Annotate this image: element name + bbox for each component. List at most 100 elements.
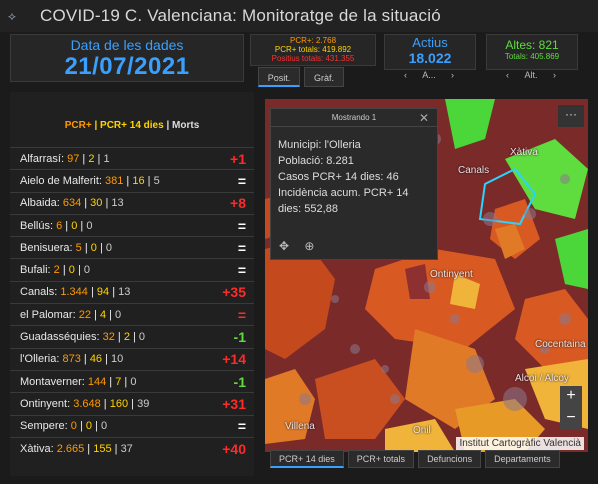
title-bar: ⟡ COVID-19 C. Valenciana: Monitoratge de… (0, 0, 598, 32)
separator: : (47, 264, 54, 277)
list-item[interactable]: Albaida: 634 | 30 | 13 +8 (10, 191, 254, 214)
list-item[interactable]: Canals: 1.344 | 94 | 13 +35 (10, 280, 254, 303)
delta-badge: +31 (222, 395, 246, 412)
pcr-value: 381 (105, 174, 124, 187)
map-menu-button[interactable]: ··· (558, 105, 584, 127)
separator: : (49, 219, 57, 232)
map-label: Cocentaina (535, 339, 586, 350)
pcr-value: 5 (75, 241, 82, 254)
pcr14-value: 30 (90, 197, 103, 210)
active-label: Actius (412, 35, 448, 50)
zoom-out-button[interactable]: − (560, 408, 582, 430)
municipality-name: Sempere (20, 420, 65, 433)
separator: | (77, 219, 87, 232)
active-stepper-label: A... (422, 70, 436, 80)
separator: | (84, 442, 94, 455)
discharges-stepper-label: Alt. (524, 70, 538, 80)
separator: | (106, 308, 116, 321)
chevron-left-icon[interactable]: ‹ (506, 70, 509, 80)
popup-tools: ✥ ⊕ (279, 239, 326, 253)
separator: | (76, 420, 86, 433)
municipality-name: l'Olleria (20, 353, 57, 366)
pcr14-value: 2 (123, 331, 130, 344)
list-header: PCR+ | PCR+ 14 dies | Morts (10, 92, 254, 142)
positives-total: Positius totals: 431.355 (271, 54, 355, 63)
delta-badge: = (237, 217, 246, 234)
header-sep: | (91, 120, 101, 131)
separator: | (62, 219, 72, 232)
separator: | (92, 420, 101, 433)
list-item[interactable]: Sempere: 0 | 0 | 0 = (10, 414, 254, 437)
list-item[interactable]: Montaverner: 144 | 7 | 0 -1 (10, 369, 254, 392)
header-pcr: PCR+ (64, 120, 92, 131)
map-label: Villena (285, 421, 315, 432)
tab-posit[interactable]: Posit. (258, 67, 300, 87)
separator: : (50, 442, 57, 455)
header-pcr14: PCR+ 14 dies (100, 120, 164, 131)
discharges-panel: Altes: 821 Totals: 405.869 (486, 34, 578, 70)
header-deaths: Morts (172, 120, 200, 131)
pcr-value: 3.648 (73, 397, 101, 410)
deaths-value: 0 (138, 331, 146, 344)
list-item[interactable]: el Palomar: 22 | 4 | 0 = (10, 303, 254, 325)
deaths-value: 0 (130, 375, 137, 388)
municipality-name: Ontinyent (20, 397, 68, 410)
popup-body: Municipi: l'Olleria Població: 8.281 Caso… (271, 127, 437, 217)
separator: : (64, 420, 71, 433)
municipality-name: Guadasséquies (20, 331, 97, 344)
zoom-in-button[interactable]: + (560, 386, 582, 408)
deaths-value: 13 (118, 286, 131, 299)
separator: : (60, 152, 68, 165)
delta-badge: +35 (222, 284, 246, 301)
pcr14-value: 0 (68, 264, 75, 277)
separator: : (72, 308, 79, 321)
discharges-stepper[interactable]: ‹ Alt. › (500, 66, 562, 84)
tab-pcr14[interactable]: PCR+ 14 dies (270, 450, 344, 468)
active-stepper[interactable]: ‹ A... › (398, 66, 460, 84)
list-item-text: Bellús: 6 | 0 | 0 (20, 220, 92, 232)
delta-badge: = (237, 418, 246, 435)
list-item[interactable]: Ontinyent: 3.648 | 160 | 39 +31 (10, 392, 254, 414)
list-item[interactable]: Aielo de Malferit: 381 | 16 | 5 = (10, 169, 254, 191)
pcr-value: 97 (67, 152, 80, 165)
tab-departments[interactable]: Departaments (485, 450, 560, 468)
pcr-value: 32 (102, 331, 115, 344)
separator: | (80, 353, 90, 366)
popup-line: Incidència acum. PCR+ 14 (278, 187, 409, 199)
list-item[interactable]: Bufali: 2 | 0 | 0 = (10, 258, 254, 280)
list-item-text: Aielo de Malferit: 381 | 16 | 5 (20, 175, 160, 187)
chevron-right-icon[interactable]: › (552, 70, 556, 80)
list-item[interactable]: Alfarrasí: 97 | 2 | 1 +1 (10, 147, 254, 169)
municipality-name: Montaverner (20, 375, 82, 388)
popup-line: dies: 552,88 (278, 203, 338, 215)
list-item[interactable]: l'Olleria: 873 | 46 | 10 +14 (10, 347, 254, 370)
tab-pcr-totals[interactable]: PCR+ totals (347, 450, 415, 468)
pcr14-value: 16 (132, 174, 145, 187)
map-attribution: Institut Cartogràfic Valencià (456, 437, 584, 450)
list-item[interactable]: Xàtiva: 2.665 | 155 | 37 +40 (10, 436, 254, 459)
list-item-text: Canals: 1.344 | 94 | 13 (20, 286, 130, 298)
tab-graf[interactable]: Gràf. (304, 67, 344, 87)
separator: | (74, 264, 84, 277)
chevron-left-icon[interactable]: ‹ (404, 70, 407, 80)
separator: | (102, 353, 112, 366)
list-item[interactable]: Bellús: 6 | 0 | 0 = (10, 213, 254, 236)
pcr-value: 6 (56, 219, 63, 232)
tab-deaths[interactable]: Defuncions (418, 450, 482, 468)
delta-badge: = (237, 306, 246, 323)
header-sep: | (163, 120, 173, 131)
list-item[interactable]: Guadasséquies: 32 | 2 | 0 -1 (10, 325, 254, 347)
list-item[interactable]: Benisuera: 5 | 0 | 0 = (10, 236, 254, 258)
zoom-to-icon[interactable]: ⊕ (304, 239, 315, 253)
popup-line: Població: 8.281 (278, 155, 354, 167)
list-item-text: Bufali: 2 | 0 | 0 (20, 264, 90, 276)
municipality-name: Xàtiva (20, 442, 51, 455)
popup-header: Mostrando 1 ✕ (271, 109, 437, 127)
chevron-right-icon[interactable]: › (450, 70, 454, 80)
deaths-value: 0 (100, 420, 108, 433)
move-icon[interactable]: ✥ (279, 239, 290, 253)
close-icon[interactable]: ✕ (418, 111, 429, 125)
deaths-value: 39 (137, 397, 150, 410)
deaths-value: 1 (103, 152, 110, 165)
pcr14-value: 7 (115, 375, 122, 388)
